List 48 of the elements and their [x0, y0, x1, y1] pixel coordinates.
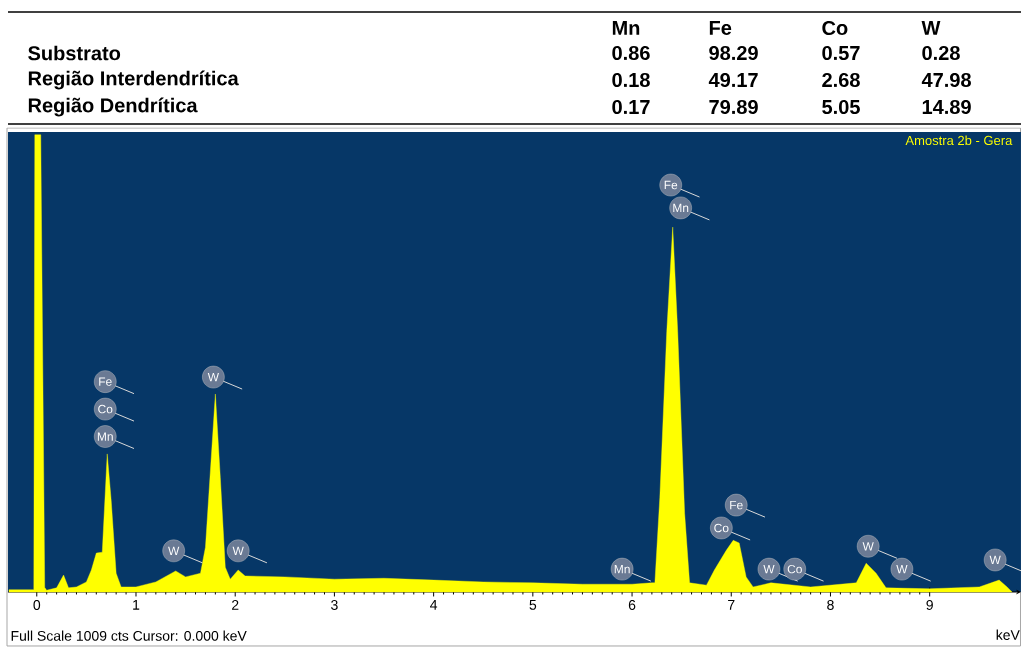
- annotation: Amostra 2b - Gera: [905, 135, 1013, 146]
- annotation: Mn: [614, 565, 630, 574]
- x-tick-label: 0: [33, 600, 41, 610]
- annotation: Co: [787, 564, 802, 574]
- annotation: Co: [714, 523, 729, 533]
- annotation: Fe: [730, 500, 743, 510]
- text: 79.89: [709, 99, 758, 115]
- annotation: W: [862, 542, 874, 551]
- text: 98.29: [709, 45, 758, 61]
- text: Full Scale 1009 cts Cursor: 0.000 keV: [11, 630, 247, 641]
- annotation: W: [207, 372, 219, 382]
- x-tick-label: 1: [133, 600, 140, 610]
- x-tick-label: 3: [331, 600, 338, 610]
- text: W: [921, 21, 941, 35]
- annotation: W: [896, 565, 908, 574]
- x-tick-label: 4: [430, 600, 438, 610]
- text: 0.57: [822, 45, 860, 61]
- text: 2.68: [822, 72, 860, 88]
- text: 47.98: [921, 72, 971, 88]
- text: Região Interdendrítica: [28, 70, 239, 90]
- text: 0.28: [922, 45, 960, 61]
- x-tick-label: 6: [628, 600, 636, 610]
- text: 0.18: [612, 72, 650, 88]
- x-tick-label: 5: [529, 600, 537, 610]
- annotation: Fe: [99, 377, 112, 386]
- text: Substrato: [28, 45, 121, 61]
- text: 0.17: [612, 99, 650, 115]
- x-tick-label: 8: [827, 600, 834, 610]
- text: 14.89: [922, 99, 971, 115]
- annotation: Fe: [664, 180, 678, 190]
- text: Região Dendrítica: [28, 97, 198, 117]
- text: Fe: [709, 21, 732, 35]
- annotation: Mn: [673, 203, 689, 213]
- annotation: W: [168, 546, 180, 555]
- text: Mn: [612, 21, 640, 35]
- text: Co: [822, 20, 848, 36]
- x-tick-label: 2: [232, 600, 239, 610]
- x-tick-label: 9: [926, 600, 933, 610]
- annotation: Mn: [97, 432, 113, 441]
- text: 49.17: [708, 72, 758, 88]
- annotation: Co: [98, 404, 113, 414]
- text: 0.86: [612, 45, 650, 61]
- annotation: W: [763, 565, 775, 574]
- annotation: W: [232, 546, 244, 555]
- x-tick-label: 7: [728, 600, 735, 610]
- text: 5.05: [822, 99, 860, 115]
- x-axis-title: keV: [996, 629, 1020, 640]
- annotation: W: [989, 555, 1001, 565]
